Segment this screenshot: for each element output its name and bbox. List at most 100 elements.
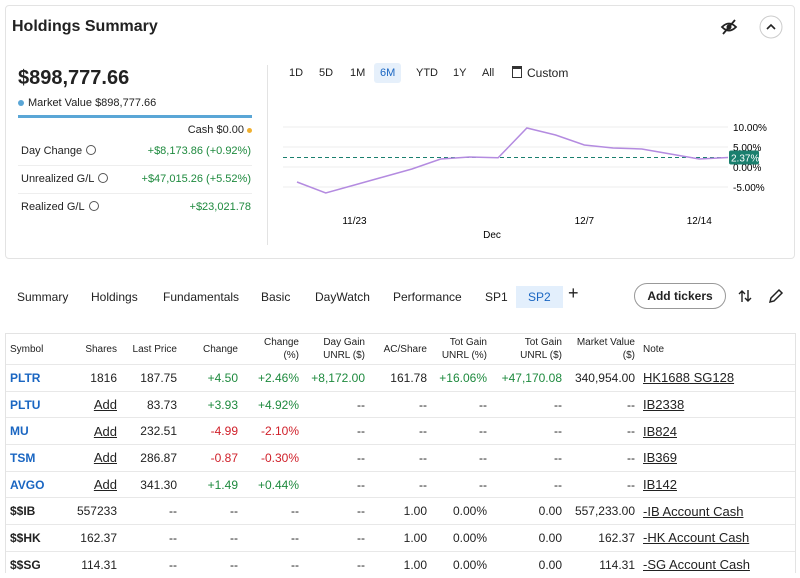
allocation-bar [18, 115, 252, 118]
tab[interactable]: Summary [17, 290, 69, 304]
info-icon [86, 145, 97, 156]
column-header: AC/Share [383, 343, 427, 355]
table-cell: -- [181, 497, 242, 525]
table-cell: -- [369, 417, 431, 445]
cell-text: -- [169, 557, 177, 572]
divider [267, 65, 268, 245]
cell-text[interactable]: IB369 [643, 450, 677, 466]
cell-text[interactable]: Add [93, 423, 117, 439]
table-cell: -0.87 [181, 444, 242, 472]
cell-text[interactable]: IB142 [643, 477, 677, 493]
symbol[interactable]: PLTU [10, 397, 41, 412]
tab[interactable]: DayWatch [315, 290, 370, 304]
cell-text: 114.31 [599, 557, 635, 572]
cell-text: -- [627, 424, 635, 439]
table-cell: -- [303, 444, 369, 472]
sort-icon[interactable] [737, 288, 753, 304]
market-value-label: Market Value [28, 97, 92, 109]
table-cell: PLTU [6, 390, 71, 418]
column-header: Day Gain UNRL ($) [323, 337, 365, 361]
cell-text: -4.99 [210, 424, 238, 439]
table-cell: TSM [6, 444, 71, 472]
table-cell: 0.00% [431, 497, 491, 525]
range-button[interactable]: 1Y [447, 63, 472, 83]
symbol[interactable]: MU [10, 424, 29, 439]
hide-icon[interactable] [720, 18, 738, 36]
cell-text[interactable]: Add [93, 450, 117, 466]
summary-value: +$8,173.86 (+0.92%) [147, 145, 251, 157]
cell-text: -- [169, 530, 177, 545]
cell-text[interactable]: HK1688 SG128 [643, 370, 735, 386]
market-value-amount: $898,777.66 [95, 97, 157, 109]
range-button[interactable]: All [476, 63, 500, 83]
table-cell: -- [566, 417, 639, 445]
cell-text: +4.50 [207, 370, 238, 385]
table-cell: -- [242, 497, 303, 525]
cell-text[interactable]: Add [93, 477, 117, 493]
range-button[interactable]: 5D [313, 63, 339, 83]
cell-text: 114.31 [81, 557, 117, 572]
x-tick-label: 11/23 [342, 216, 367, 227]
cell-text[interactable]: -HK Account Cash [643, 530, 750, 546]
cell-text[interactable]: IB2338 [643, 397, 685, 413]
table-card: Symbol Shares Last Price Change Change (%) Da… [5, 333, 796, 578]
table-cell: -- [121, 524, 181, 552]
return-line [296, 127, 729, 194]
table-cell: HK1688 SG128 [639, 364, 795, 392]
edit-icon[interactable] [768, 288, 784, 304]
table-row: $$SG 114.31 -- -- -- -- 1.00 0.00% 0.00 114.31 -SG… [6, 550, 795, 578]
column-header: Change [202, 343, 238, 355]
table-cell: -- [121, 497, 181, 525]
add-tab-icon[interactable]: + [568, 283, 579, 303]
cell-text: -0.87 [210, 450, 238, 465]
cell-text: 557233 [76, 504, 117, 519]
table-cell: -- [566, 444, 639, 472]
cell-text: -- [554, 450, 562, 465]
cell-text: -- [627, 397, 635, 412]
tab[interactable]: SP1 [485, 290, 508, 304]
cell-text: 1.00 [403, 557, 427, 572]
symbol[interactable]: AVGO [10, 477, 45, 492]
range-button[interactable]: 1D [283, 63, 309, 83]
tab[interactable]: Fundamentals [163, 290, 240, 304]
symbol: $$HK [10, 530, 41, 545]
symbol[interactable]: TSM [10, 450, 36, 465]
cell-text: +1.49 [207, 477, 238, 492]
cell-text: +3.93 [207, 397, 238, 412]
table-cell: -- [566, 390, 639, 418]
table-cell: +4.92% [242, 390, 303, 418]
cell-text[interactable]: IB824 [643, 423, 677, 439]
cell-text[interactable]: -SG Account Cash [643, 557, 750, 573]
range-button[interactable]: YTD [410, 63, 444, 83]
range-label: 1Y [453, 67, 467, 79]
cell-text[interactable]: Add [93, 397, 117, 413]
cell-text: -- [357, 397, 365, 412]
cell-text: -- [357, 450, 365, 465]
cell-text: +4.92% [257, 397, 299, 412]
cell-text: -- [419, 450, 427, 465]
table-cell: -- [303, 524, 369, 552]
range-button[interactable]: 6M [374, 63, 402, 83]
range-button[interactable]: Custom [506, 63, 574, 83]
tab[interactable]: Performance [393, 290, 462, 304]
cell-text: -- [357, 557, 365, 572]
table-cell: 340,954.00 [566, 364, 639, 392]
cell-text: -- [479, 397, 487, 412]
collapse-button[interactable] [759, 15, 783, 39]
table-row: $$IB 557233 -- -- -- -- 1.00 0.00% 0.00 557,233.0… [6, 497, 795, 525]
range-label: Custom [527, 66, 569, 80]
tab[interactable]: Holdings [91, 290, 138, 304]
cell-text: +16.06% [439, 370, 487, 385]
info-icon [98, 173, 109, 184]
table-cell: -- [181, 524, 242, 552]
tab[interactable]: SP2 [516, 286, 563, 308]
column-header: Last Price [132, 343, 177, 355]
range-button[interactable]: 1M [344, 63, 371, 83]
label: Unrealized G/L [21, 173, 95, 185]
tab[interactable]: Basic [261, 290, 291, 304]
add-tickers-button[interactable]: Add tickers [634, 283, 726, 309]
cell-text[interactable]: -IB Account Cash [643, 503, 744, 519]
symbol[interactable]: PLTR [10, 370, 41, 385]
cell-text: 557,233.00 [574, 504, 635, 519]
column-header: Symbol [10, 343, 44, 355]
